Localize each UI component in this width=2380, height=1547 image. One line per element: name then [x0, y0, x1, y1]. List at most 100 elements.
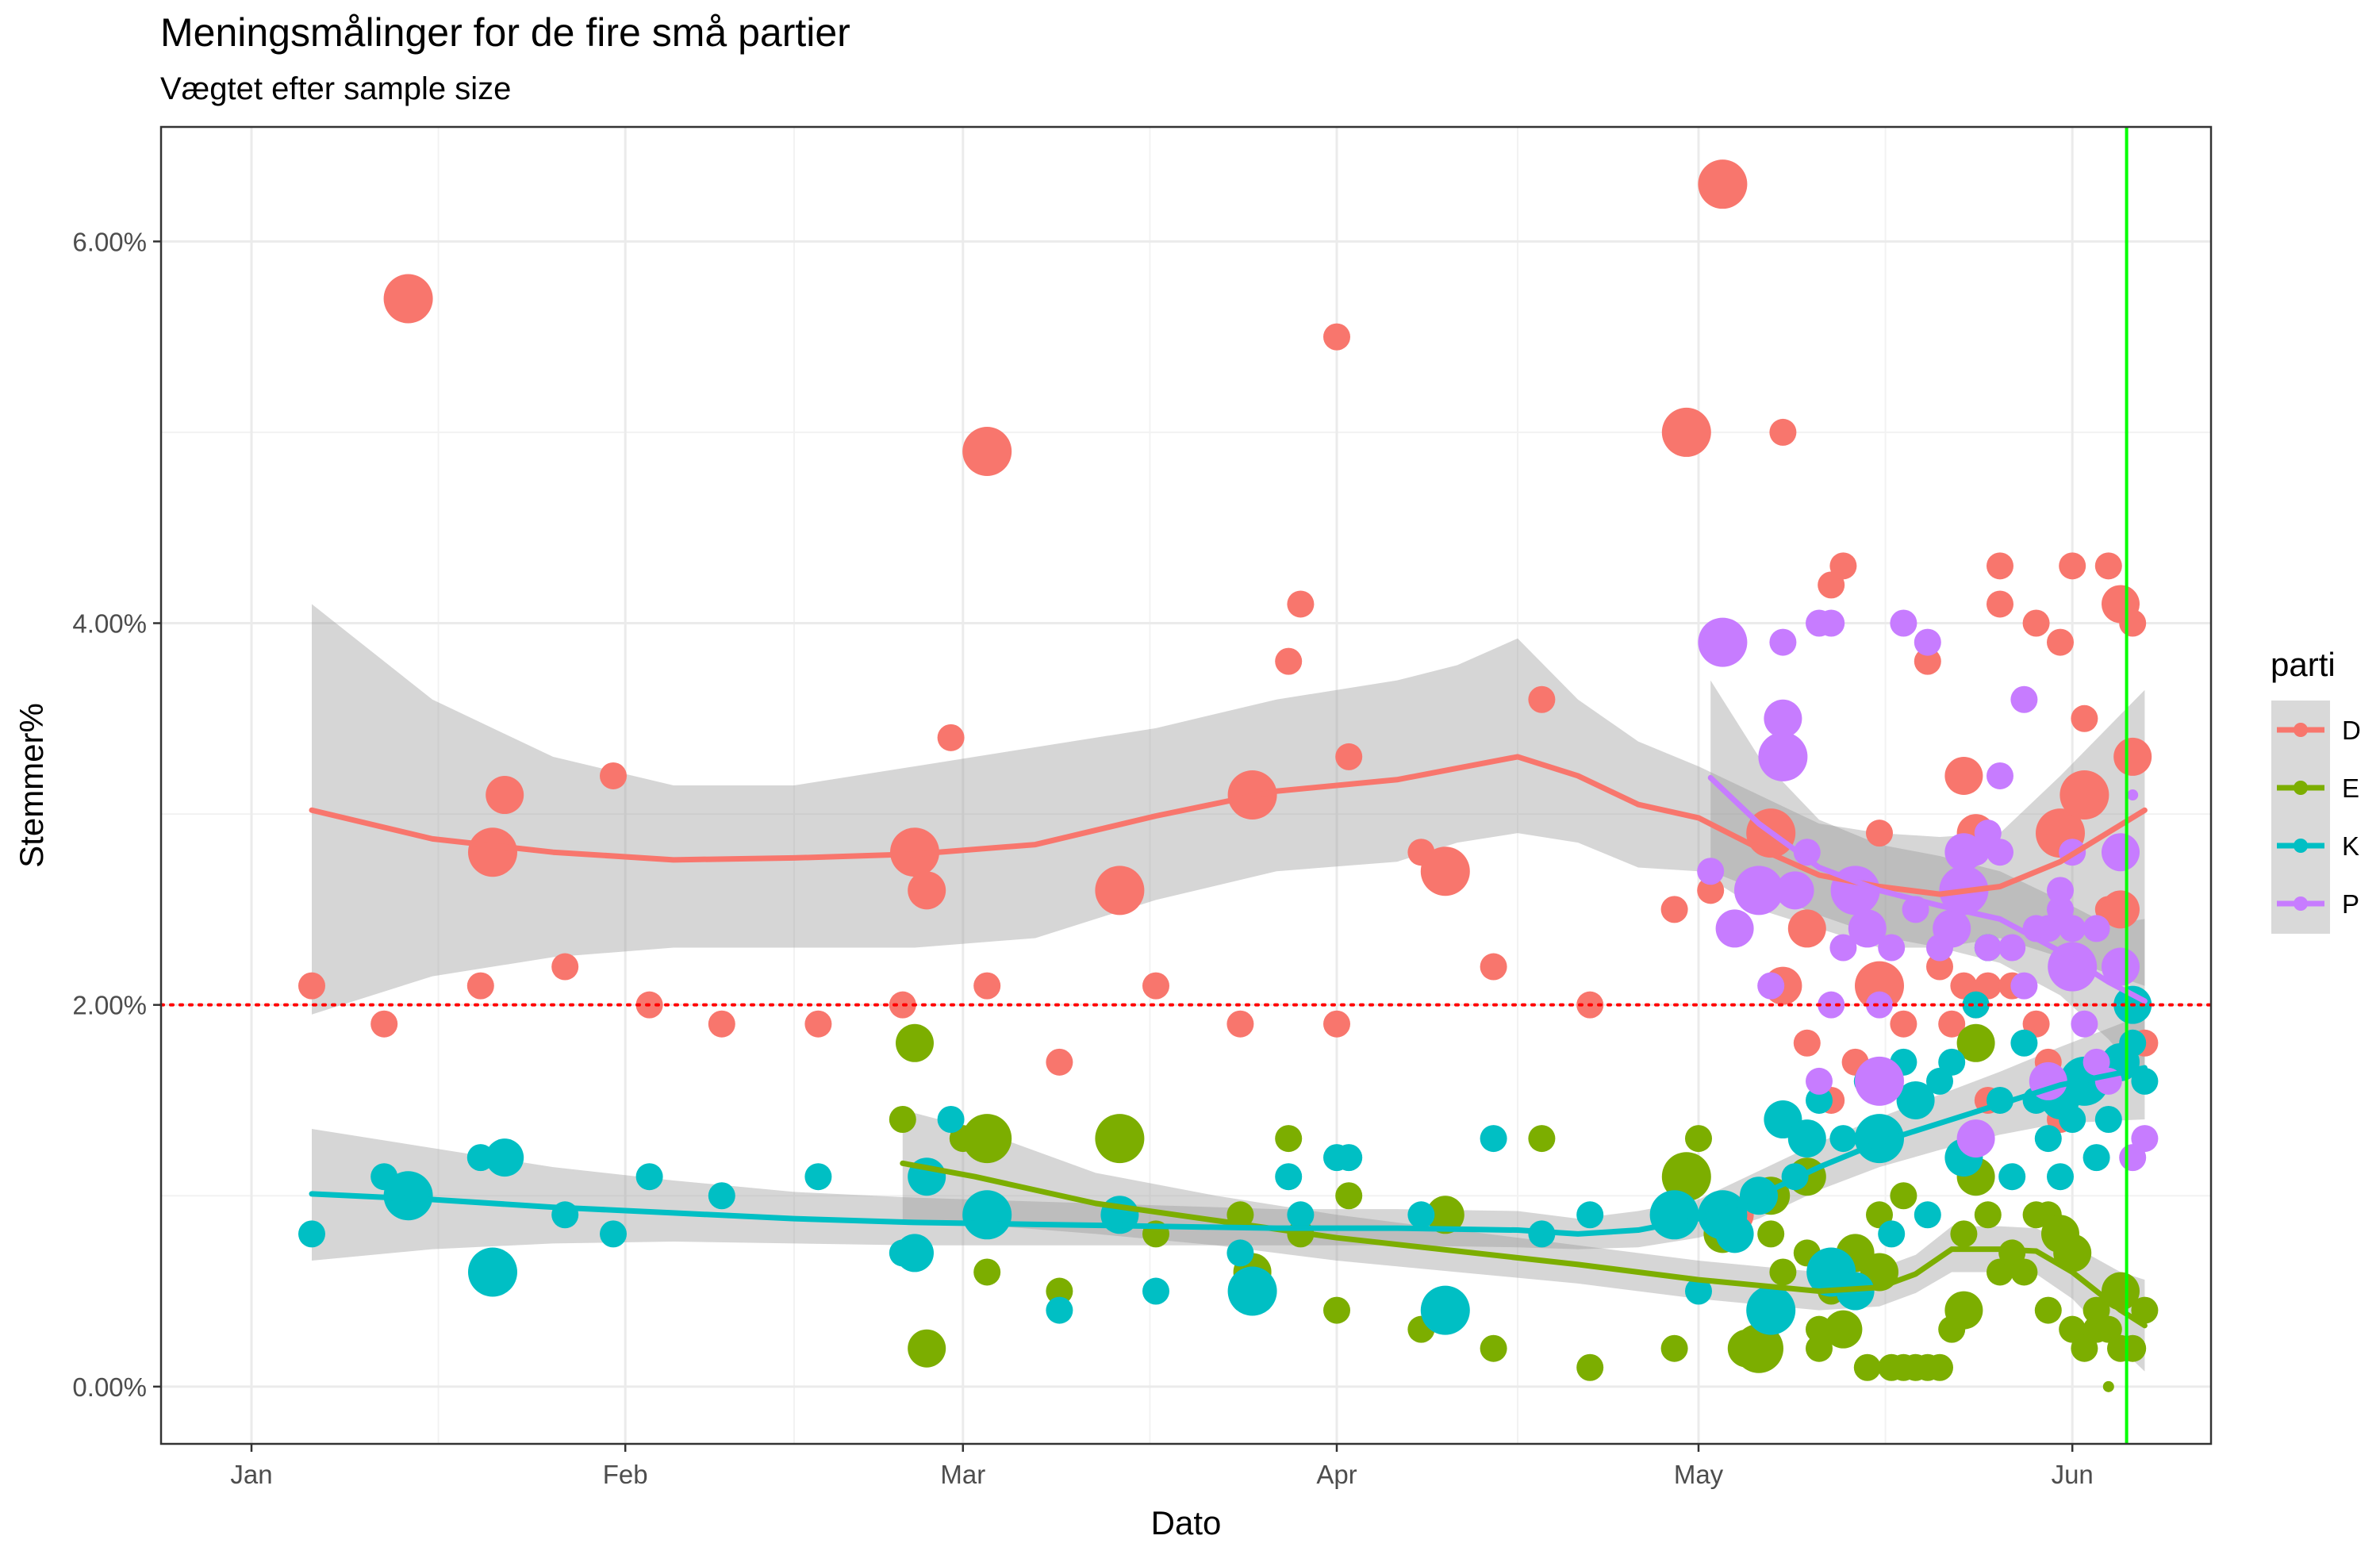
- poll-point-K: [1046, 1296, 1073, 1324]
- poll-point-E: [2119, 1334, 2147, 1362]
- poll-point-D: [1769, 418, 1797, 446]
- poll-point-D: [804, 1010, 832, 1038]
- poll-point-E: [1685, 1125, 1712, 1153]
- poll-point-E: [908, 1329, 946, 1368]
- poll-point-P: [1987, 839, 2013, 866]
- y-tick-label: 6.00%: [72, 227, 147, 256]
- poll-point-P: [1987, 762, 2013, 789]
- poll-point-E: [1660, 1334, 1688, 1362]
- poll-point-P: [2082, 915, 2110, 942]
- poll-point-P: [1764, 699, 1802, 738]
- poll-point-D: [1323, 323, 1350, 351]
- poll-point-D: [1938, 1010, 1966, 1038]
- y-tick-label: 4.00%: [72, 609, 147, 639]
- poll-point-K: [804, 1163, 832, 1191]
- poll-point-D: [2102, 890, 2140, 929]
- poll-point-P: [1806, 1067, 1833, 1095]
- poll-point-D: [1855, 961, 1904, 1011]
- poll-point-E: [2053, 1234, 2092, 1273]
- poll-point-E: [1275, 1125, 1303, 1153]
- poll-point-K: [1685, 1277, 1712, 1305]
- poll-point-P: [1697, 858, 1725, 885]
- poll-point-D: [370, 1010, 398, 1038]
- poll-point-P: [1818, 991, 1845, 1019]
- poll-point-E: [1426, 1196, 1464, 1234]
- x-tick-label: Apr: [1316, 1460, 1357, 1489]
- poll-point-E: [2102, 1380, 2114, 1392]
- poll-point-E: [1806, 1334, 1833, 1362]
- y-axis-title: Stemmer%: [13, 703, 50, 868]
- minor-gridlines: [161, 127, 2211, 1444]
- poll-point-K: [1878, 1220, 1906, 1248]
- poll-point-D: [1287, 590, 1315, 618]
- poll-point-K: [2082, 1144, 2110, 1172]
- poll-point-P: [1775, 871, 1814, 910]
- poll-point-E: [1944, 1291, 1983, 1330]
- legend-key-dot-E: [2294, 781, 2308, 795]
- poll-point-D: [973, 972, 1001, 1000]
- poll-point-D: [2022, 609, 2050, 637]
- poll-point-K: [1914, 1201, 1941, 1229]
- y-tick-label: 0.00%: [72, 1372, 147, 1402]
- poll-point-E: [889, 1106, 916, 1134]
- poll-point-E: [1661, 1152, 1711, 1202]
- poll-point-E: [1769, 1258, 1797, 1286]
- poll-point-D: [908, 871, 946, 910]
- y-axis: 0.00% 2.00% 4.00% 6.00%: [72, 227, 161, 1402]
- poll-point-P: [2102, 947, 2140, 986]
- poll-point-D: [1420, 846, 1470, 896]
- poll-point-D: [1661, 407, 1711, 457]
- poll-point-K: [1576, 1201, 1604, 1229]
- poll-point-P: [1698, 617, 1748, 667]
- poll-point-D: [1914, 647, 1941, 675]
- poll-point-K: [1335, 1144, 1363, 1172]
- poll-point-D: [1890, 1010, 1917, 1038]
- poll-point-P: [1715, 909, 1754, 948]
- poll-point-K: [1287, 1201, 1315, 1229]
- poll-point-D: [2113, 737, 2152, 776]
- poll-point-P: [2010, 972, 2038, 1000]
- poll-point-K: [486, 1138, 524, 1177]
- poll-point-K: [937, 1106, 965, 1134]
- poll-point-P: [1956, 1119, 1995, 1158]
- poll-point-E: [1950, 1220, 1978, 1248]
- poll-point-D: [1323, 1010, 1350, 1038]
- poll-point-K: [1275, 1163, 1303, 1191]
- poll-point-D: [1698, 159, 1748, 209]
- poll-point-D: [468, 827, 517, 877]
- poll-point-K: [1746, 1285, 1796, 1335]
- poll-point-P: [2047, 877, 2074, 904]
- poll-point-E: [2034, 1296, 2062, 1324]
- poll-point-D: [2059, 770, 2109, 820]
- x-tick-label: May: [1674, 1460, 1724, 1489]
- poll-point-D: [298, 972, 325, 1000]
- poll-point-P: [1758, 731, 1808, 781]
- poll-point-D: [383, 274, 433, 324]
- reference-lines: [159, 127, 2213, 1444]
- poll-point-P: [1974, 934, 2002, 962]
- poll-point-P: [1818, 609, 1845, 637]
- poll-point-K: [2047, 1163, 2074, 1191]
- poll-point-E: [1335, 1182, 1363, 1210]
- legend-key-dot-P: [2294, 896, 2308, 911]
- trend-line-D: [309, 754, 2148, 897]
- poll-point-K: [1855, 1114, 1904, 1164]
- poll-point-P: [1757, 972, 1785, 1000]
- trend-line-P: [1707, 774, 2148, 1004]
- poll-point-E: [1974, 1201, 2002, 1229]
- poll-point-K: [1896, 1081, 1935, 1119]
- confidence-band-D: [312, 604, 2145, 1015]
- poll-point-E: [962, 1114, 1012, 1164]
- poll-point-P: [2059, 915, 2086, 942]
- poll-point-D: [551, 953, 579, 981]
- poll-point-D: [1987, 552, 2013, 580]
- trend-line-K: [309, 1065, 2148, 1237]
- poll-point-D: [2059, 552, 2086, 580]
- poll-point-D: [1528, 685, 1556, 713]
- x-axis: Jan Feb Mar Apr May Jun: [230, 1444, 2094, 1489]
- poll-point-K: [2094, 1106, 2122, 1134]
- poll-point-D: [2094, 552, 2122, 580]
- poll-point-K: [468, 1247, 517, 1297]
- poll-point-P: [1848, 909, 1887, 948]
